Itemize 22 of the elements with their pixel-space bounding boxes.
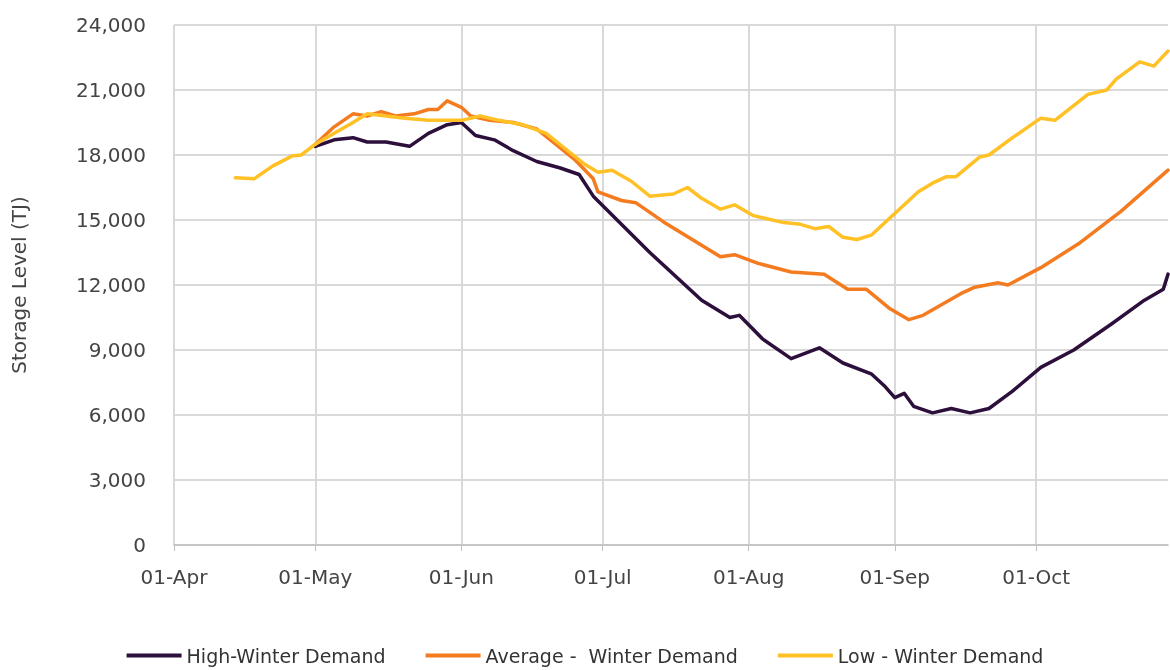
line-series bbox=[233, 49, 1170, 242]
x-tick-label: 01-Jul bbox=[573, 565, 632, 589]
y-tick-label: 15,000 bbox=[76, 208, 146, 232]
y-tick-label: 6,000 bbox=[88, 403, 146, 427]
legend-label: Average - Winter Demand bbox=[485, 644, 738, 667]
x-tick-label: 01-Apr bbox=[140, 565, 209, 589]
y-tick-label: 24,000 bbox=[76, 13, 146, 37]
line-series bbox=[313, 120, 1170, 415]
x-tick-label: 01-Sep bbox=[859, 565, 930, 589]
y-tick-label: 9,000 bbox=[88, 338, 146, 362]
y-tick-label: 21,000 bbox=[76, 78, 146, 102]
legend-label: High-Winter Demand bbox=[186, 644, 386, 667]
x-tick-label: 01-May bbox=[278, 565, 353, 589]
y-tick-label: 18,000 bbox=[76, 143, 146, 167]
y-tick-label: 3,000 bbox=[88, 468, 146, 492]
y-tick-label: 0 bbox=[133, 533, 146, 557]
y-axis-title: Storage Level (TJ) bbox=[7, 196, 31, 374]
legend-label: Low - Winter Demand bbox=[837, 644, 1044, 667]
y-tick-label: 12,000 bbox=[76, 273, 146, 297]
x-tick-label: 01-Oct bbox=[1002, 565, 1071, 589]
x-tick-label: 01-Aug bbox=[713, 565, 785, 589]
x-tick-label: 01-Jun bbox=[428, 565, 494, 589]
